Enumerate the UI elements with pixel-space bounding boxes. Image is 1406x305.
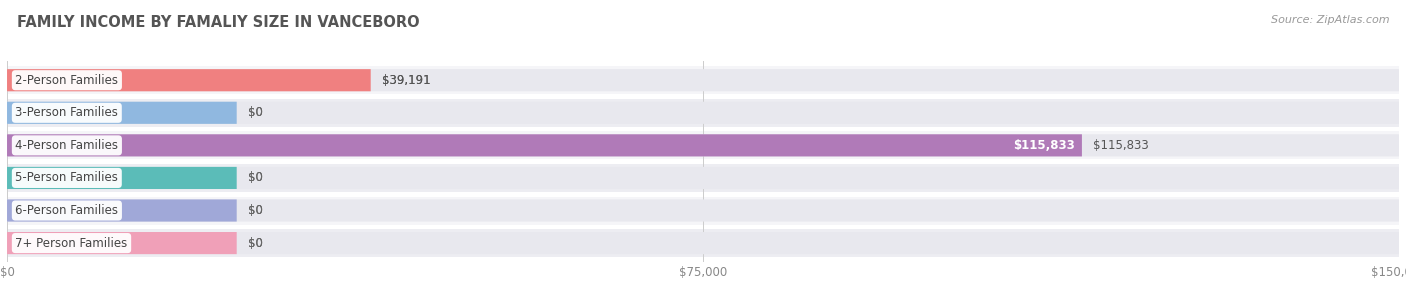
- FancyBboxPatch shape: [6, 66, 1400, 94]
- Text: $0: $0: [247, 171, 263, 185]
- FancyBboxPatch shape: [7, 134, 1399, 156]
- Text: Source: ZipAtlas.com: Source: ZipAtlas.com: [1271, 15, 1389, 25]
- FancyBboxPatch shape: [7, 167, 1399, 189]
- Text: 7+ Person Families: 7+ Person Families: [15, 237, 128, 249]
- FancyBboxPatch shape: [6, 229, 1400, 257]
- Text: $0: $0: [247, 204, 263, 217]
- Text: FAMILY INCOME BY FAMALIY SIZE IN VANCEBORO: FAMILY INCOME BY FAMALIY SIZE IN VANCEBO…: [17, 15, 419, 30]
- Text: 2-Person Families: 2-Person Families: [15, 74, 118, 87]
- Text: $115,833: $115,833: [1014, 139, 1076, 152]
- Text: $0: $0: [247, 237, 263, 249]
- FancyBboxPatch shape: [6, 99, 1400, 127]
- Text: 3-Person Families: 3-Person Families: [15, 106, 118, 119]
- FancyBboxPatch shape: [6, 131, 1400, 160]
- FancyBboxPatch shape: [7, 232, 236, 254]
- FancyBboxPatch shape: [6, 164, 1400, 192]
- Text: $39,191: $39,191: [382, 74, 430, 87]
- Text: $0: $0: [247, 171, 263, 185]
- FancyBboxPatch shape: [6, 196, 1400, 224]
- FancyBboxPatch shape: [7, 102, 1399, 124]
- Text: $115,833: $115,833: [1092, 139, 1149, 152]
- FancyBboxPatch shape: [7, 102, 236, 124]
- FancyBboxPatch shape: [7, 167, 236, 189]
- FancyBboxPatch shape: [7, 134, 1081, 156]
- Text: $0: $0: [247, 237, 263, 249]
- FancyBboxPatch shape: [7, 69, 1399, 91]
- Text: $0: $0: [247, 106, 263, 119]
- Text: $0: $0: [247, 204, 263, 217]
- FancyBboxPatch shape: [7, 232, 1399, 254]
- Text: $39,191: $39,191: [382, 74, 430, 87]
- Text: $0: $0: [247, 106, 263, 119]
- FancyBboxPatch shape: [7, 199, 236, 222]
- Text: 4-Person Families: 4-Person Families: [15, 139, 118, 152]
- Text: 5-Person Families: 5-Person Families: [15, 171, 118, 185]
- Text: 6-Person Families: 6-Person Families: [15, 204, 118, 217]
- FancyBboxPatch shape: [7, 69, 371, 91]
- FancyBboxPatch shape: [7, 199, 1399, 222]
